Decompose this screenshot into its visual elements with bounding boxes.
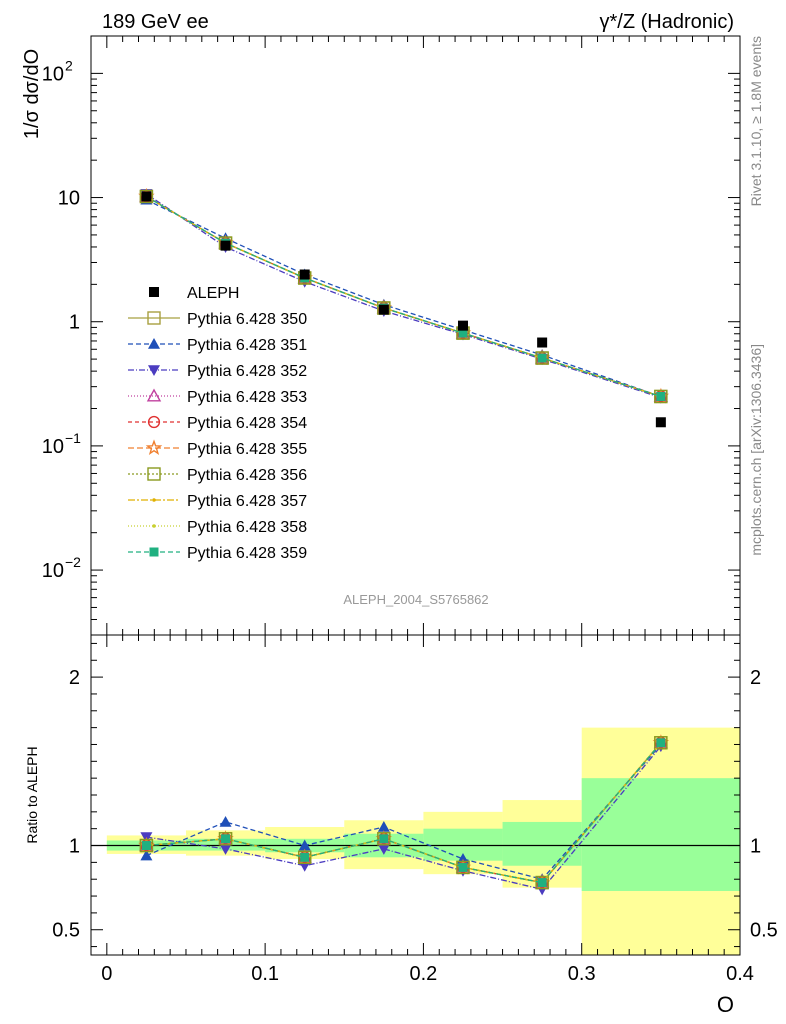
legend-label: Pythia 6.428 353	[187, 389, 307, 406]
mc-series-point	[535, 351, 549, 365]
ratio-series-point	[537, 878, 547, 888]
main-y-tick-exponent: −1	[65, 430, 81, 446]
legend-entry-355: Pythia 6.428 355	[128, 439, 307, 458]
aleph-data-point	[655, 417, 666, 428]
legend-marker	[152, 498, 156, 502]
ratio-series-point	[379, 834, 389, 844]
legend-marker	[152, 524, 156, 528]
x-tick-label: 0	[101, 963, 112, 985]
x-tick-label: 0.3	[568, 963, 596, 985]
legend-entry-359: Pythia 6.428 359	[128, 545, 307, 562]
legend-entry-aleph: ALEPH	[149, 285, 239, 302]
energy-label: 189 GeV ee	[102, 11, 209, 33]
ratio-series-point	[377, 844, 390, 855]
legend-label: Pythia 6.428 356	[187, 467, 307, 484]
rivet-version-label: Rivet 3.1.10, ≥ 1.8M events	[748, 36, 764, 206]
legend-marker	[145, 439, 163, 455]
legend-marker	[147, 467, 161, 481]
ratio-series-point	[656, 738, 666, 748]
ratio-series-point	[297, 850, 312, 865]
main-y-axis-label: 1/σ dσ/dO	[21, 49, 43, 139]
legend-marker	[148, 365, 160, 376]
ratio-series-point	[456, 860, 470, 875]
mc-series-point	[537, 353, 547, 363]
legend-data-marker	[149, 287, 159, 297]
legend-entry-354: Pythia 6.428 354	[128, 415, 307, 432]
legend-entry-358: Pythia 6.428 358	[128, 519, 307, 536]
legend-marker	[147, 311, 161, 325]
ratio-y-tick-label-left: 1	[69, 836, 80, 858]
legend-entry-350: Pythia 6.428 350	[128, 311, 307, 328]
legend-marker	[148, 338, 160, 349]
aleph-data-point	[378, 304, 389, 315]
mc-series-point	[656, 391, 666, 401]
ratio-series-point	[535, 875, 549, 890]
legend-label: Pythia 6.428 350	[187, 311, 307, 328]
legend-label: Pythia 6.428 358	[187, 519, 307, 536]
main-y-tick-label: 10	[42, 560, 64, 582]
aleph-data-point	[457, 320, 468, 331]
legend-entry-357: Pythia 6.428 357	[128, 493, 307, 510]
legend-label: Pythia 6.428 354	[187, 415, 307, 432]
legend-marker	[146, 388, 162, 402]
legend-label: Pythia 6.428 357	[187, 493, 307, 510]
ratio-series-point	[219, 844, 232, 855]
mc-series-point	[654, 389, 668, 404]
legend-entry-353: Pythia 6.428 353	[128, 388, 307, 406]
ratio-y-axis-label: Ratio to ALEPH	[24, 746, 40, 843]
ratio-series-point	[300, 852, 310, 862]
aleph-data-point	[299, 269, 310, 280]
mcplots-label: mcplots.cern.ch [arXiv:1306.3436]	[748, 344, 764, 556]
ratio-series-point	[219, 815, 232, 827]
ratio-band-inner	[502, 821, 582, 866]
main-y-tick-label: 10	[58, 188, 80, 210]
ratio-y-tick-label-left: 2	[69, 667, 80, 689]
main-y-tick-exponent: 2	[65, 57, 73, 73]
ratio-series-point	[377, 832, 391, 846]
ratio-band-inner	[581, 778, 740, 891]
x-tick-label: 0.1	[251, 963, 279, 985]
legend-label: Pythia 6.428 352	[187, 363, 307, 380]
process-label: γ*/Z (Hadronic)	[600, 11, 734, 33]
analysis-label: ALEPH_2004_S5765862	[343, 592, 488, 607]
x-tick-label: 0.4	[726, 963, 754, 985]
ratio-y-tick-label-right: 0.5	[750, 920, 778, 942]
legend-label: Pythia 6.428 351	[187, 337, 307, 354]
legend-label: ALEPH	[187, 285, 239, 302]
legend-entry-351: Pythia 6.428 351	[128, 337, 307, 354]
main-y-tick-exponent: −2	[65, 554, 81, 570]
aleph-data-point	[141, 191, 152, 202]
legend-marker	[149, 547, 159, 557]
legend-marker	[147, 415, 161, 429]
ratio-series-point	[458, 862, 468, 872]
ratio-y-tick-label-right: 1	[750, 836, 761, 858]
main-y-tick-label: 10	[42, 436, 64, 458]
aleph-data-series	[141, 191, 666, 428]
ratio-series-point	[377, 821, 390, 832]
ratio-series-point	[221, 834, 231, 844]
aleph-data-point	[220, 240, 231, 251]
main-y-tick-label: 10	[42, 63, 64, 85]
ratio-series-point	[140, 849, 153, 861]
aleph-data-point	[537, 337, 548, 348]
ratio-series-point	[654, 736, 668, 750]
ratio-y-tick-label-left: 0.5	[52, 920, 80, 942]
main-y-tick-label: 1	[69, 312, 80, 334]
ratio-series-point	[298, 839, 311, 851]
ratio-y-tick-label-right: 2	[750, 667, 761, 689]
x-tick-label: 0.2	[410, 963, 438, 985]
legend: ALEPH Pythia 6.428 350 Pythia 6.428 351 Pyt…	[128, 285, 307, 562]
ratio-panel: 0.5 0.5 1 1 2 2 0 0.1 0.2 0.3 0.4	[52, 634, 778, 985]
legend-label: Pythia 6.428 359	[187, 545, 307, 562]
ratio-series-359	[141, 738, 666, 888]
legend-entry-356: Pythia 6.428 356	[128, 467, 307, 484]
mc-series-point	[458, 328, 468, 338]
ratio-series-point	[141, 841, 151, 851]
x-axis-label: O	[717, 992, 734, 1017]
legend-entry-352: Pythia 6.428 352	[128, 363, 307, 380]
mc-series-point	[139, 189, 154, 204]
legend-label: Pythia 6.428 355	[187, 441, 307, 458]
